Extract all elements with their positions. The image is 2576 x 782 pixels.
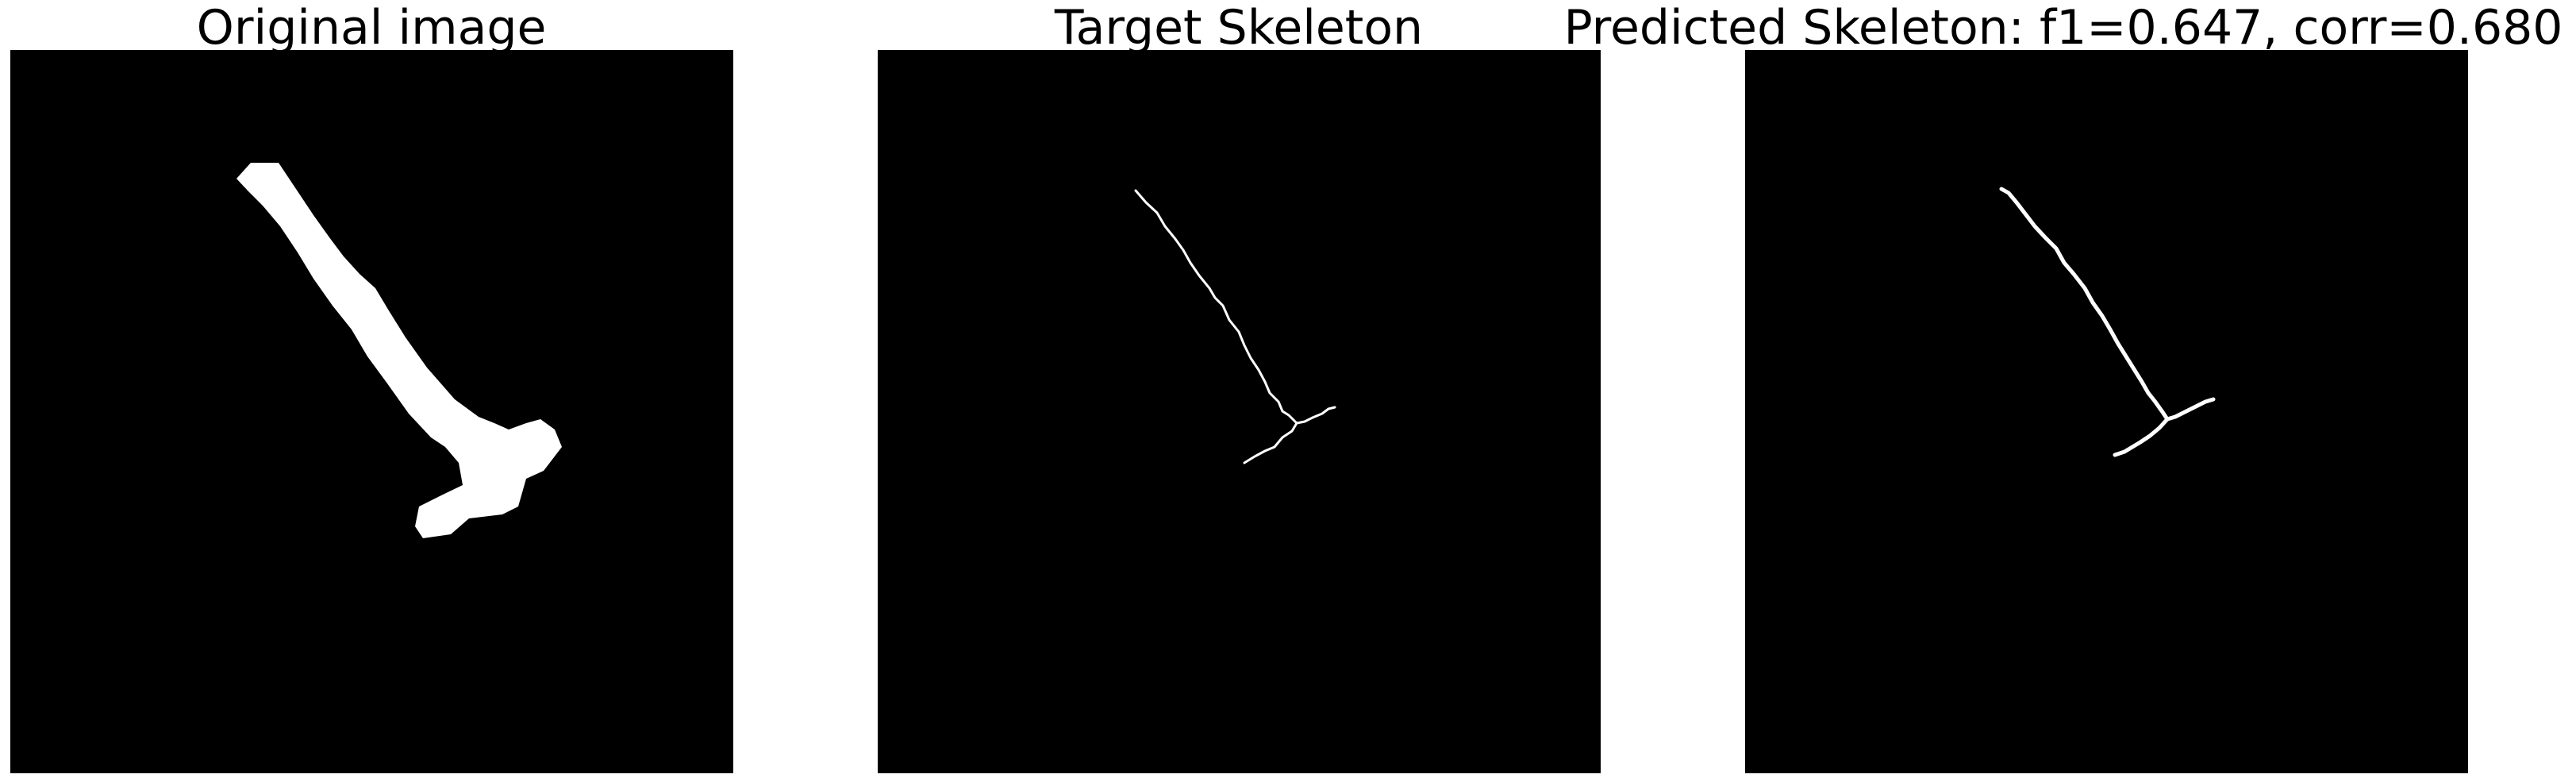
target-skeleton-lines [1134, 189, 1336, 464]
predicted-skeleton-canvas [1745, 50, 2468, 773]
original-image-canvas [10, 50, 733, 773]
hammer-shape [236, 163, 562, 538]
panel-title-original-image: Original image [196, 0, 547, 56]
target-skeleton-canvas [878, 50, 1601, 773]
predicted-skeleton-panel [1745, 50, 2468, 773]
target-skeleton-panel [878, 50, 1601, 773]
panel-title-target-skeleton: Target Skeleton [1054, 0, 1424, 56]
predicted-skeleton-lines [1999, 187, 2216, 457]
panel-title-predicted-skeleton: Predicted Skeleton: f1=0.647, corr=0.680 [1563, 0, 2563, 56]
original-image-panel [10, 50, 733, 773]
